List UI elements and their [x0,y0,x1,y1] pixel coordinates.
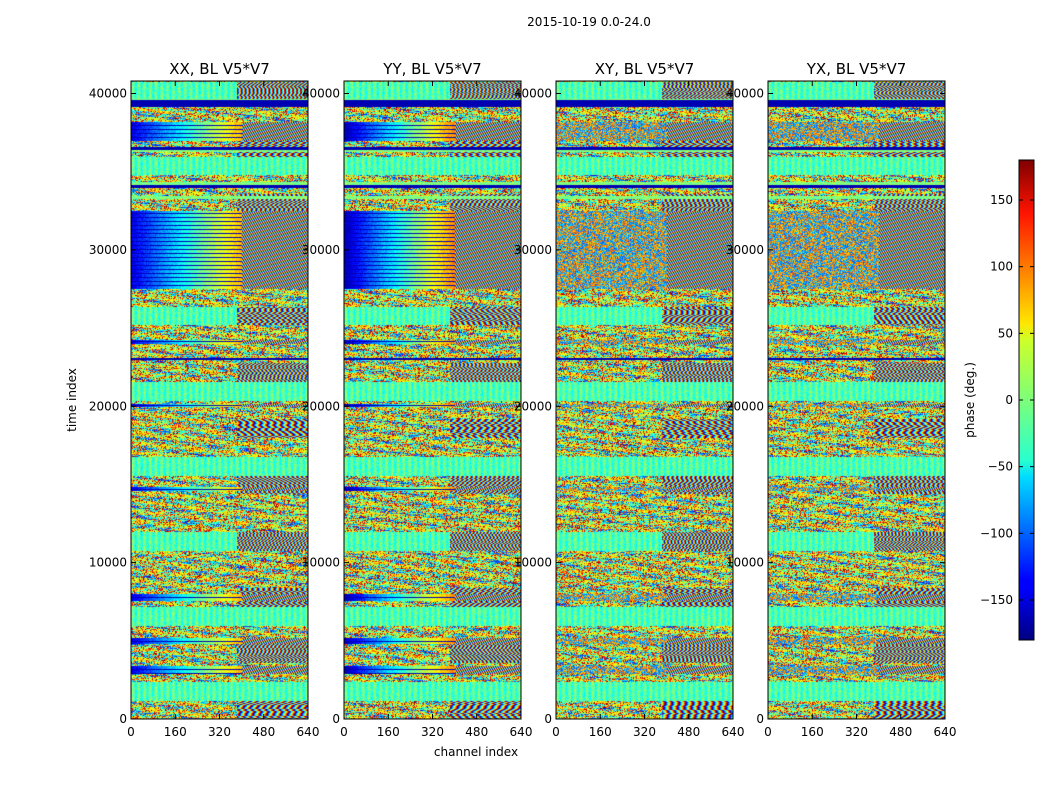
y-tick-label: 0 [332,712,340,726]
colorbar-tick-label: −100 [980,526,1013,540]
x-axis-label: channel index [434,745,518,759]
x-tick-label: 480 [889,725,912,739]
x-tick-label: 480 [677,725,700,739]
panel-3: XY, BL V5*V7 0 160 320 480 640 0 10000 20000 3000… [514,60,745,739]
y-tick-label: 10000 [89,556,127,570]
y-tick-label: 20000 [89,399,127,413]
y-tick-label: 20000 [302,399,340,413]
colorbar-label: phase (deg.) [963,362,977,438]
figure-suptitle: 2015-10-19 0.0-24.0 [527,15,651,29]
heatmap-image-4 [768,81,945,719]
y-tick-label: 0 [119,712,127,726]
x-tick-label: 0 [764,725,772,739]
x-tick-label: 160 [377,725,400,739]
y-tick-label: 40000 [302,87,340,101]
y-axis-label: time index [65,368,79,432]
colorbar-tick-label: −150 [980,593,1013,607]
x-tick-label: 0 [127,725,135,739]
colorbar-tick-label: 0 [1005,393,1013,407]
panel-title: XY, BL V5*V7 [595,60,695,78]
x-tick-label: 320 [633,725,656,739]
panel-title: YX, BL V5*V7 [806,60,907,78]
y-tick-label: 0 [756,712,764,726]
y-tick-label: 30000 [514,243,552,257]
y-tick-label: 40000 [514,87,552,101]
heatmap-image-1 [131,81,308,719]
y-tick-label: 20000 [514,399,552,413]
x-tick-label: 0 [340,725,348,739]
y-tick-label: 10000 [514,556,552,570]
y-tick-label: 20000 [726,399,764,413]
x-tick-label: 0 [552,725,560,739]
x-tick-label: 640 [934,725,957,739]
panel-4: YX, BL V5*V7 0 160 320 480 640 0 10000 20000 3000… [726,60,957,739]
colorbar: −150 −100 −50 0 50 100 150 phase (deg.) [963,159,1035,641]
panels: XX, BL V5*V7 0 160 320 480 640 0 10000 20000 3000… [89,60,957,739]
panel-2: YY, BL V5*V7 0 160 320 480 640 0 10000 20000 3000… [302,60,533,739]
x-tick-label: 160 [589,725,612,739]
panel-1: XX, BL V5*V7 0 160 320 480 640 0 10000 20000 3000… [89,60,320,739]
x-tick-label: 640 [297,725,320,739]
x-tick-label: 320 [208,725,231,739]
x-tick-label: 160 [801,725,824,739]
y-tick-label: 30000 [726,243,764,257]
x-tick-label: 320 [421,725,444,739]
colorbar-tick-label: 150 [990,193,1013,207]
y-tick-label: 10000 [302,556,340,570]
heatmap-image-2 [344,81,521,719]
y-tick-label: 30000 [89,243,127,257]
y-tick-label: 0 [544,712,552,726]
x-tick-label: 480 [252,725,275,739]
heatmap-image-3 [556,81,733,719]
y-tick-label: 30000 [302,243,340,257]
colorbar-tick-label: 100 [990,260,1013,274]
x-tick-label: 640 [510,725,533,739]
y-tick-label: 40000 [89,87,127,101]
colorbar-tick-label: 50 [998,326,1013,340]
x-tick-label: 480 [465,725,488,739]
x-tick-label: 640 [722,725,745,739]
x-tick-label: 160 [164,725,187,739]
panel-title: XX, BL V5*V7 [169,60,270,78]
y-tick-label: 10000 [726,556,764,570]
colorbar-ticks: −150 −100 −50 0 50 100 150 [980,193,1034,607]
colorbar-tick-label: −50 [988,460,1013,474]
panel-title: YY, BL V5*V7 [382,60,481,78]
x-tick-label: 320 [845,725,868,739]
y-tick-label: 40000 [726,87,764,101]
